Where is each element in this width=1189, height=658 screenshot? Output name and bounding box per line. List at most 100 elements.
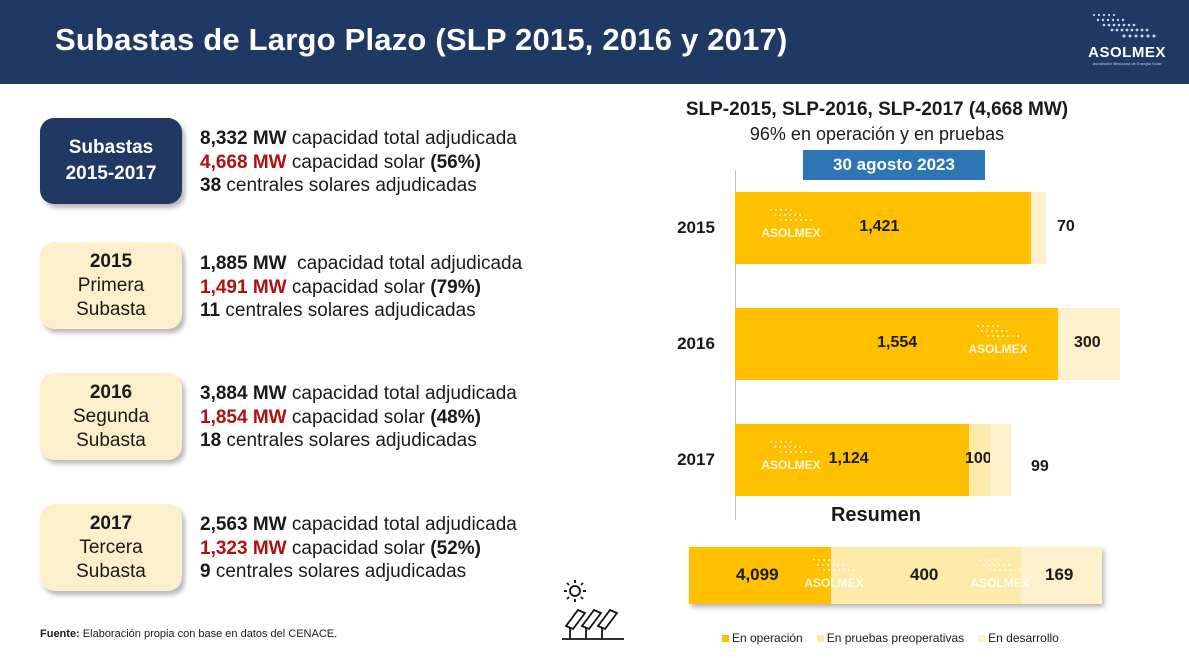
summary-plants-value: 38 [200,175,222,196]
summary-plants-text: centrales solares adjudicadas [226,175,477,196]
page-title: Subastas de Largo Plazo (SLP 2015, 2016 … [55,22,788,57]
summary-badge-line2: 2015-2017 [65,163,157,184]
bar-operation [735,308,1058,380]
y-axis-label: 2017 [677,450,715,469]
auction-solar-text: capacidad solar [291,537,425,559]
legend-item-operation: En operación [722,631,803,645]
summary-solar-value: 4,668 MW [200,151,287,173]
auction-plants-line: 11 centrales solares adjudicadas [200,299,522,323]
auction-solar-value: 1,491 MW [200,276,287,298]
auction-badge-2017: 2017 Tercera Subasta [40,504,182,591]
summary-label-operation: 4,099 [736,564,779,584]
auction-solar-line: 1,323 MW capacidad solar (52%) [200,537,517,561]
auction-total-line: 3,884 MW capacidad total adjudicada [200,382,517,406]
auction-plants-value: 18 [200,430,222,451]
footnote-label: Fuente: [40,628,80,640]
auction-plants-value: 9 [200,561,211,582]
auction-plants-text: centrales solares adjudicadas [226,430,477,451]
legend-swatch [978,634,986,642]
legend-swatch [816,634,824,642]
auction-stats-2016: 3,884 MW capacidad total adjudicada 1,85… [200,382,517,453]
auction-plants-line: 9 centrales solares adjudicadas [200,560,517,584]
auction-solar-pct: (48%) [430,406,481,428]
auction-badge-2016: 2016 Segunda Subasta [40,373,182,460]
auction-total-text: capacidad total adjudicada [291,253,523,274]
auction-solar-text: capacidad solar [291,406,425,428]
bar-development [1058,308,1120,380]
legend-item-testing: En pruebas preoperativas [816,631,965,645]
chart-title: SLP-2015, SLP-2016, SLP-2017 (4,668 MW) [685,99,1069,120]
logo-dots-icon [1092,13,1156,38]
auction-total-line: 1,885 MW capacidad total adjudicada [200,252,522,276]
header-banner: Subastas de Largo Plazo (SLP 2015, 2016 … [0,0,1189,84]
asolmex-logo: ASOLMEX Asociación Mexicana de Energía S… [1082,10,1172,72]
auction-solar-value: 1,854 MW [200,406,287,428]
summary-solar-line: 4,668 MW capacidad solar (56%) [200,151,517,175]
legend-swatch [722,634,729,642]
y-axis-label: 2015 [677,218,715,237]
auction-badge-2015: 2015 Primera Subasta [40,242,182,329]
summary-label-testing: 400 [910,564,939,584]
auction-plants-text: centrales solares adjudicadas [215,561,467,582]
auction-total-text: capacidad total adjudicada [291,383,517,404]
summary-total-line: 8,332 MW capacidad total adjudicada [200,127,517,151]
auction-solar-pct: (52%) [430,537,481,559]
auction-stats-2015: 1,885 MW capacidad total adjudicada 1,49… [200,252,522,323]
summary-solar-text: capacidad solar [291,151,425,173]
auction-year: 2017 [89,512,133,534]
auction-total-value: 3,884 MW [200,383,287,404]
data-label-development: 99 [1031,458,1049,475]
footnote-text: Elaboración propia con base en datos del… [82,628,338,640]
auction-total-line: 2,563 MW capacidad total adjudicada [200,513,517,537]
source-footnote: Fuente: Elaboración propia con base en d… [40,628,337,640]
bar-development [1031,192,1046,264]
data-label-development: 300 [1074,334,1101,351]
auction-total-text: capacidad total adjudicada [291,514,517,535]
summary-bar-testing [831,547,1021,604]
data-label-operation: 1,554 [877,334,918,351]
summary-bar-operation [689,547,831,604]
legend-label: En operación [732,631,803,645]
summary-stats: 8,332 MW capacidad total adjudicada 4,66… [200,127,517,198]
summary-label-development: 169 [1045,564,1074,584]
summary-badge-line1: Subastas [68,137,154,158]
summary-bar-development [1021,547,1102,604]
auction-name-line1: Primera [77,274,145,296]
auction-plants-value: 11 [200,300,221,321]
auction-total-value: 2,563 MW [200,514,287,535]
auction-name-line2: Subasta [76,429,146,451]
auction-total-value: 1,885 MW [200,253,287,274]
auction-plants-text: centrales solares adjudicadas [225,300,476,321]
data-label-development: 70 [1057,218,1075,235]
data-label-testing: 100 [965,450,992,467]
chart-subtitle: 96% en operación y en pruebas [749,124,1005,144]
auction-stats-2017: 2,563 MW capacidad total adjudicada 1,32… [200,513,517,584]
auction-solar-line: 1,854 MW capacidad solar (48%) [200,406,517,430]
date-banner: 30 agosto 2023 [803,150,985,180]
legend-label: En desarrollo [988,631,1059,645]
auction-solar-text: capacidad solar [291,276,425,298]
bar-operation [735,192,1031,264]
auction-name-line2: Subasta [76,560,146,582]
logo-subtitle: Asociación Mexicana de Energía Solar [1092,61,1162,66]
auction-name-line1: Segunda [72,405,150,427]
auction-year: 2015 [89,250,133,272]
legend-label: En pruebas preoperativas [826,631,965,645]
summary-solar-pct: (56%) [430,151,481,173]
summary-total-value: 8,332 MW [200,128,287,149]
solar-panel-icon [562,580,624,640]
logo-text: ASOLMEX [1088,44,1166,61]
summary-chart-title: Resumen [830,504,922,526]
summary-badge: Subastas 2015-2017 [40,118,182,204]
y-axis-label: 2016 [677,334,715,353]
summary-plants-line: 38 centrales solares adjudicadas [200,174,517,198]
chart-legend: En operación En pruebas preoperativas En… [722,630,1073,646]
legend-item-development: En desarrollo [978,631,1059,645]
auction-year: 2016 [89,381,133,403]
auction-solar-value: 1,323 MW [200,537,287,559]
auction-solar-pct: (79%) [430,276,481,298]
bar-operation [735,424,969,496]
auction-plants-line: 18 centrales solares adjudicadas [200,429,517,453]
auction-name-line2: Subasta [76,298,146,320]
auction-solar-line: 1,491 MW capacidad solar (79%) [200,276,522,300]
